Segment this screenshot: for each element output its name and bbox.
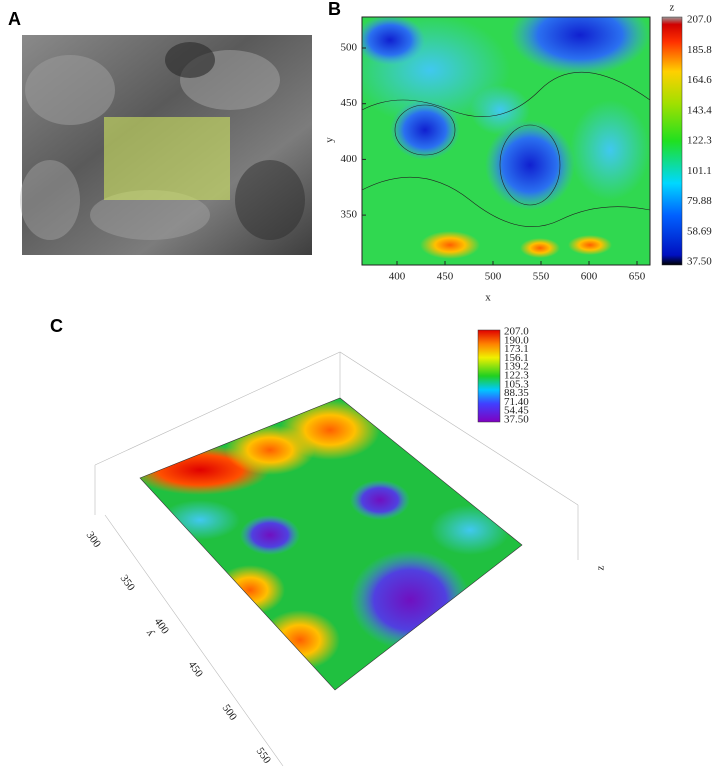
colorbar-label: 164.6	[687, 74, 712, 86]
colorbar-label: 207.0	[504, 326, 529, 338]
y-tick-label: 300	[84, 529, 104, 550]
x-axis-label: x	[485, 292, 491, 304]
colorbar-label: 105.3	[504, 378, 529, 390]
x-tick-label: 500	[485, 271, 502, 283]
sem-image	[20, 35, 312, 255]
z-axis-label: z	[595, 565, 607, 570]
y-axis-label: y	[143, 627, 156, 639]
colorbar-label: 185.8	[687, 44, 712, 56]
colorbar-title: z	[670, 2, 675, 14]
colorbar-label: 173.1	[504, 343, 529, 355]
contour-map	[362, 17, 650, 265]
surface	[140, 398, 522, 690]
panel-label: C	[50, 316, 63, 336]
x-tick-label: 450	[437, 271, 454, 283]
y-tick-label: 450	[341, 97, 358, 109]
panel-label: B	[328, 0, 341, 19]
colorbar-label: 156.1	[504, 352, 529, 364]
y-tick-label: 350	[118, 573, 138, 594]
colorbar-label: 122.3	[504, 370, 529, 382]
x-tick-label: 400	[389, 271, 406, 283]
colorbar-label: 143.4	[687, 104, 712, 116]
colorbar-label: 207.0	[687, 14, 712, 26]
highlight	[104, 117, 230, 200]
panel-label: A	[8, 9, 21, 29]
surface-box	[94, 351, 579, 767]
y-tick-label: 350	[341, 209, 358, 221]
colorbar-label: 88.35	[504, 387, 529, 399]
colorbar-label: 101.1	[687, 165, 712, 177]
y-tick-label: 500	[341, 42, 358, 54]
colorbar-label: 58.69	[687, 225, 712, 237]
colorbar-label: 139.2	[504, 361, 529, 373]
colorbar-label: 190.0	[504, 334, 529, 346]
colorbar-label: 71.40	[504, 396, 529, 408]
y-tick-label: 400	[341, 153, 358, 165]
x-tick-label: 550	[533, 271, 550, 283]
colorbar	[477, 329, 501, 423]
colorbar	[661, 16, 683, 266]
x-tick-label: 650	[629, 271, 646, 283]
x-tick-label: 600	[581, 271, 598, 283]
colorbar-label: 122.3	[687, 135, 712, 147]
colorbar-label: 54.45	[504, 405, 529, 417]
y-tick-label: 500	[220, 702, 240, 723]
colorbar-label: 37.50	[687, 256, 712, 268]
colorbar-label: 79.88	[687, 195, 712, 207]
colorbar-label: 37.50	[504, 414, 529, 426]
plot-frame	[361, 16, 651, 266]
y-axis-label: y	[324, 137, 336, 143]
y-tick-label: 450	[186, 659, 206, 680]
